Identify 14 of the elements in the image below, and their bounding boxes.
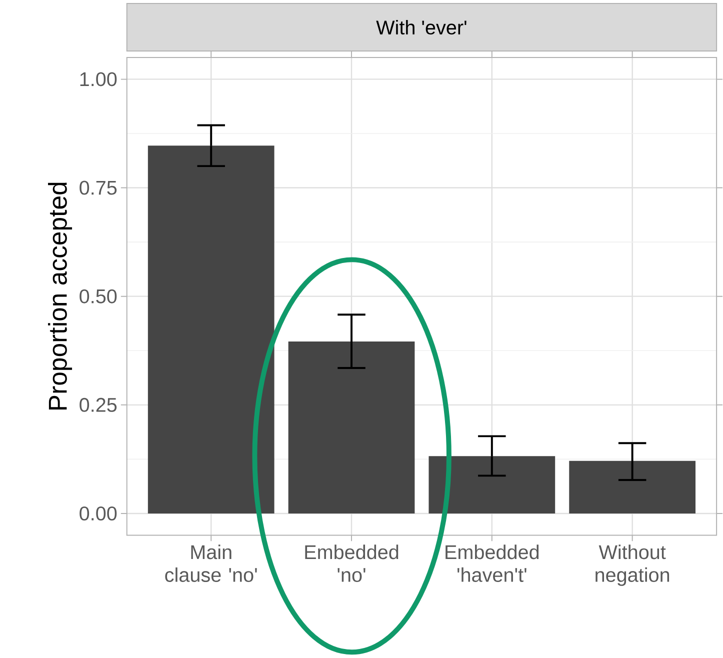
bar [428,456,556,514]
y-tick-label: 0.75 [80,180,117,195]
x-tick-label: Embedded 'haven't' [446,544,539,582]
y-tick-label: 0.25 [80,398,117,412]
y-axis-title: Proportion accepted [48,182,72,410]
bar [288,341,415,514]
x-tick-label: Without negation [596,544,670,586]
y-tick-label: 0.50 [80,289,117,304]
y-tick-label: 0.00 [80,506,117,520]
bar [569,460,696,514]
x-tick-label: Main clause 'no' [165,544,257,582]
x-tick-label: Embedded 'no' [305,544,398,582]
chart-title: With 'ever' [376,20,466,34]
y-tick-label: 1.00 [80,72,117,86]
